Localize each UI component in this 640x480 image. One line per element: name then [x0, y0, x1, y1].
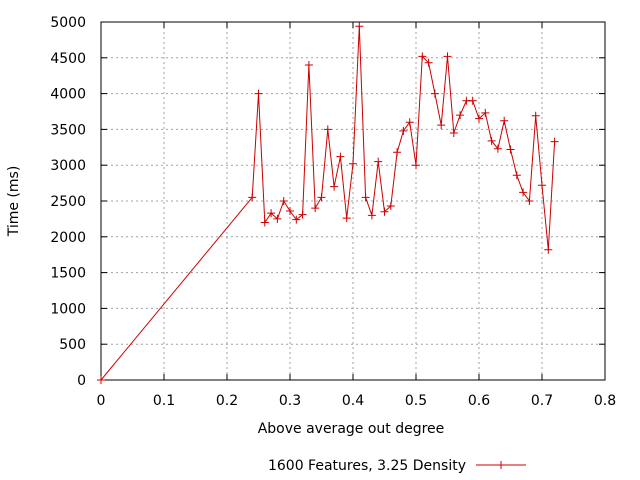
data-point-marker	[550, 137, 559, 146]
data-point-marker	[349, 159, 357, 168]
y-tick-label: 4000	[50, 87, 86, 103]
legend: 1600 Features, 3.25 Density	[268, 458, 526, 474]
data-point-marker	[323, 125, 332, 134]
data-point-marker	[531, 111, 540, 120]
x-tick-label: 0	[97, 393, 106, 409]
x-tick-label: 0.3	[279, 393, 301, 409]
data-point-marker	[361, 193, 370, 202]
data-point-marker	[506, 145, 515, 154]
data-point-marker	[443, 52, 452, 61]
grid-lines	[101, 22, 605, 380]
data-point-marker	[380, 207, 389, 216]
data-point-marker	[267, 209, 276, 218]
y-tick-label: 3500	[50, 122, 86, 138]
data-point-marker	[393, 148, 402, 157]
y-tick-label: 0	[77, 373, 86, 389]
legend-label: 1600 Features, 3.25 Density	[268, 458, 466, 474]
data-point-marker	[468, 96, 477, 105]
data-point-marker	[449, 128, 458, 137]
x-tick-label: 0.7	[531, 393, 553, 409]
data-point-marker	[456, 111, 465, 120]
data-point-marker	[475, 114, 483, 123]
data-point-marker	[399, 126, 408, 135]
data-point-marker	[437, 121, 446, 130]
y-tick-label: 2500	[50, 194, 86, 210]
y-axis-label: Time (ms)	[6, 166, 22, 238]
x-tick-label: 0.5	[405, 393, 427, 409]
data-point-marker	[544, 245, 553, 254]
data-point-marker	[336, 152, 345, 161]
data-point-marker	[292, 215, 301, 224]
data-point-marker	[487, 136, 496, 145]
x-tick-labels: 0 0.1 0.2 0.3 0.4 0.5 0.6 0.7 0.8	[97, 393, 617, 409]
series-line	[100, 26, 556, 381]
data-point-marker	[418, 52, 427, 61]
y-tick-label: 4500	[50, 51, 86, 67]
y-tick-label: 1000	[50, 301, 86, 317]
y-tick-label: 2000	[50, 230, 86, 246]
data-point-marker	[298, 210, 307, 219]
data-point-marker	[330, 182, 339, 191]
y-tick-label: 5000	[50, 15, 86, 31]
data-point-marker	[311, 204, 320, 213]
data-point-marker	[538, 181, 546, 190]
series-layer	[97, 22, 559, 384]
data-point-marker	[317, 193, 326, 202]
data-point-marker	[525, 197, 534, 205]
x-tick-label: 0.6	[468, 393, 490, 409]
x-tick-label: 0.8	[594, 393, 616, 409]
data-point-marker	[386, 202, 395, 211]
data-point-marker	[512, 171, 521, 180]
x-tick-label: 0.1	[153, 393, 175, 409]
data-point-marker	[430, 89, 439, 98]
data-point-marker	[254, 89, 263, 98]
data-point-marker	[500, 116, 509, 125]
axis-ticks	[100, 21, 606, 381]
data-point-marker	[273, 214, 282, 223]
data-point-marker	[260, 218, 269, 227]
data-point-marker	[412, 161, 420, 170]
data-point-marker	[279, 197, 288, 205]
y-tick-label: 3000	[50, 158, 86, 174]
y-tick-labels: 0 500 1000 1500 2000 2500 3000 3500 4000 4500 5000	[50, 15, 86, 389]
data-point-marker	[405, 118, 414, 127]
data-point-marker	[286, 207, 294, 216]
data-point-marker	[367, 211, 376, 220]
data-point-marker	[493, 144, 502, 153]
data-point-marker	[374, 157, 383, 166]
x-axis-label: Above average out degree	[258, 421, 445, 437]
data-point-marker	[342, 214, 351, 223]
x-tick-label: 0.2	[216, 393, 238, 409]
data-point-marker	[248, 193, 257, 202]
data-point-marker	[481, 108, 490, 117]
data-point-marker	[304, 60, 313, 69]
legend-marker-sample	[497, 461, 505, 469]
data-point-marker	[424, 58, 433, 67]
data-point-marker	[355, 22, 364, 31]
data-point-marker	[519, 188, 528, 197]
data-point-marker	[97, 376, 105, 384]
y-tick-label: 1500	[50, 266, 86, 282]
y-tick-label: 500	[59, 337, 86, 353]
x-tick-label: 0.4	[342, 393, 364, 409]
